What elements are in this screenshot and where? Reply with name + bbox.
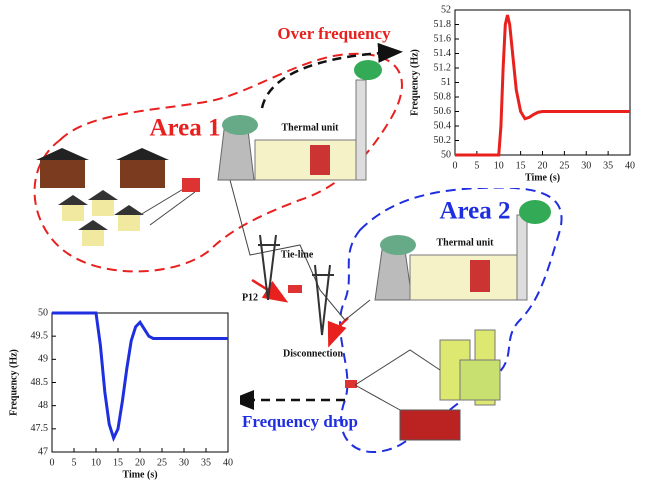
x-tick-label: 0 bbox=[453, 160, 458, 171]
y-tick-label: 51.4 bbox=[434, 48, 452, 59]
y-tick-label: 49 bbox=[38, 354, 48, 365]
y-tick-label: 50 bbox=[441, 149, 451, 160]
x-tick-label: 5 bbox=[72, 457, 77, 468]
y-tick-label: 47.5 bbox=[31, 423, 49, 434]
x-tick-label: 40 bbox=[625, 160, 635, 171]
x-tick-label: 30 bbox=[179, 457, 189, 468]
x-tick-label: 0 bbox=[50, 457, 55, 468]
x-axis-label: Time (s) bbox=[122, 469, 157, 480]
y-tick-label: 52 bbox=[441, 4, 451, 15]
x-tick-label: 35 bbox=[201, 457, 211, 468]
x-tick-label: 40 bbox=[223, 457, 233, 468]
x-tick-label: 10 bbox=[91, 457, 101, 468]
label: Disconnection bbox=[283, 348, 343, 359]
label: Tie-line bbox=[281, 249, 314, 260]
x-tick-label: 35 bbox=[603, 160, 613, 171]
x-tick-label: 30 bbox=[581, 160, 591, 171]
y-tick-label: 51.8 bbox=[434, 19, 452, 30]
x-tick-label: 20 bbox=[135, 457, 145, 468]
arrow bbox=[330, 318, 348, 343]
x-tick-label: 25 bbox=[157, 457, 167, 468]
label: Thermal unit bbox=[282, 122, 340, 133]
y-axis-label: Frequency (Hz) bbox=[8, 349, 19, 416]
y-tick-label: 51.2 bbox=[434, 62, 452, 73]
x-tick-label: 5 bbox=[474, 160, 479, 171]
diagram: Over frequency Area 1 Thermal unit Area … bbox=[0, 0, 645, 481]
y-tick-label: 51 bbox=[441, 77, 451, 88]
x-tick-label: 10 bbox=[494, 160, 504, 171]
label: P12 bbox=[242, 292, 258, 303]
y-tick-label: 49.5 bbox=[31, 330, 49, 341]
y-tick-label: 50.2 bbox=[434, 135, 452, 146]
x-tick-label: 15 bbox=[516, 160, 526, 171]
y-tick-label: 50.4 bbox=[434, 120, 452, 131]
thermal-unit-1 bbox=[218, 60, 382, 180]
y-tick-label: 50.6 bbox=[434, 106, 452, 117]
label: Area 1 bbox=[149, 115, 220, 142]
y-axis-label: Frequency (Hz) bbox=[409, 49, 420, 116]
x-axis-label: Time (s) bbox=[525, 172, 560, 183]
y-tick-label: 48 bbox=[38, 400, 48, 411]
label: Over frequency bbox=[277, 24, 391, 43]
x-tick-label: 25 bbox=[559, 160, 569, 171]
y-tick-label: 51.6 bbox=[434, 33, 452, 44]
x-tick-label: 20 bbox=[538, 160, 548, 171]
y-tick-label: 50 bbox=[38, 307, 48, 318]
arrow bbox=[262, 52, 398, 108]
city bbox=[345, 330, 500, 440]
y-tick-label: 50.8 bbox=[434, 91, 452, 102]
label: Frequency drop bbox=[242, 412, 358, 431]
label: Thermal unit bbox=[437, 237, 495, 248]
label: Area 2 bbox=[439, 198, 510, 225]
y-tick-label: 48.5 bbox=[31, 377, 49, 388]
x-tick-label: 15 bbox=[113, 457, 123, 468]
y-tick-label: 47 bbox=[38, 446, 48, 457]
